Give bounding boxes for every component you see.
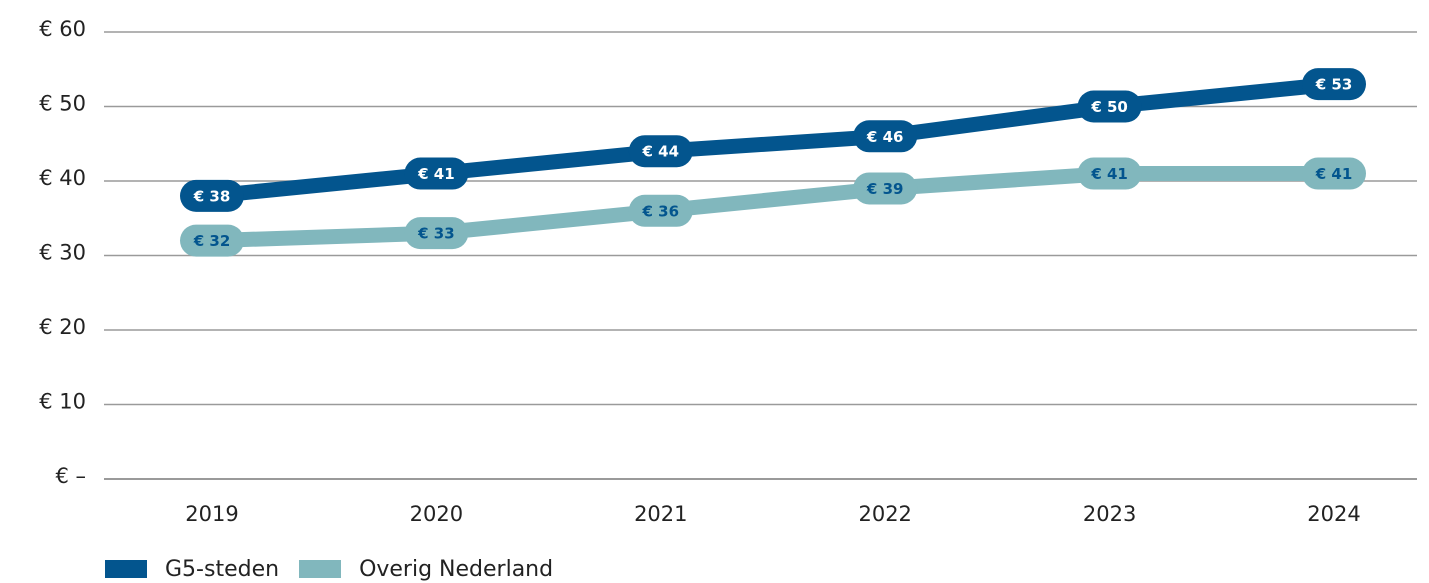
x-tick-label: 2019	[185, 502, 238, 526]
x-tick-label: 2024	[1307, 502, 1360, 526]
data-label-pill	[628, 194, 693, 227]
data-label-overig: € 39	[853, 172, 918, 205]
data-label-text: € 32	[193, 232, 231, 250]
x-tick-label: 2021	[634, 502, 687, 526]
legend-swatch-g5	[105, 560, 147, 578]
y-tick-label: € 20	[39, 315, 86, 339]
x-tick-label: 2020	[410, 502, 463, 526]
legend-item-overig[interactable]: Overig Nederland	[299, 557, 553, 582]
x-axis: 2019 2020 2021 2022 2023 2024	[185, 502, 1360, 526]
series-line-overig	[204, 166, 1342, 249]
series-overig-labels: € 32 € 33 € 36 € 39 € 41 € 41	[180, 157, 1366, 257]
data-label-pill	[853, 172, 918, 205]
x-tick-label: 2022	[858, 502, 911, 526]
data-label-text: € 39	[866, 180, 904, 198]
y-tick-label: € 10	[39, 390, 86, 414]
data-label-pill	[180, 224, 244, 257]
series-lines	[204, 76, 1342, 249]
y-axis: € – € 10 € 20 € 30 € 40 € 50 € 60	[39, 17, 86, 488]
data-label-pill	[1077, 157, 1142, 190]
data-label-overig: € 36	[628, 194, 693, 227]
data-label-pill	[404, 217, 469, 250]
data-label-g5: € 38	[180, 179, 244, 212]
data-label-text: € 41	[1315, 165, 1353, 183]
y-tick-label: € 40	[39, 166, 86, 190]
y-tick-label: € –	[55, 464, 86, 488]
y-tick-label: € 50	[39, 92, 86, 116]
data-label-g5: € 53	[1302, 68, 1366, 101]
data-label-pill	[404, 157, 469, 190]
series-g5-labels: € 38 € 41 € 44 € 46 € 50 € 53	[180, 68, 1366, 212]
legend-label-g5: G5-steden	[165, 556, 280, 582]
data-label-text: € 53	[1315, 76, 1353, 94]
legend: G5-steden Overig Nederland	[105, 556, 573, 582]
data-label-g5: € 50	[1077, 90, 1142, 123]
data-label-pill	[1302, 68, 1366, 101]
data-label-overig: € 32	[180, 224, 244, 257]
x-tick-label: 2023	[1083, 502, 1136, 526]
data-label-pill	[180, 179, 244, 212]
data-label-overig: € 41	[1077, 157, 1142, 190]
data-label-text: € 46	[866, 128, 904, 146]
series-line-g5	[204, 76, 1342, 204]
legend-label-overig: Overig Nederland	[359, 556, 554, 582]
data-label-text: € 33	[417, 225, 455, 243]
data-label-text: € 38	[193, 187, 231, 205]
data-label-text: € 36	[642, 202, 680, 220]
data-label-pill	[853, 120, 918, 153]
data-label-pill	[628, 135, 693, 168]
data-label-g5: € 44	[628, 135, 693, 168]
data-label-text: € 50	[1090, 98, 1128, 116]
legend-item-g5[interactable]: G5-steden	[105, 557, 279, 582]
legend-swatch-overig	[299, 560, 342, 578]
data-label-g5: € 41	[404, 157, 469, 190]
data-label-text: € 41	[1090, 165, 1128, 183]
data-label-text: € 41	[417, 165, 455, 183]
data-label-g5: € 46	[853, 120, 918, 153]
data-label-pill	[1302, 157, 1366, 190]
data-label-overig: € 33	[404, 217, 469, 250]
data-label-text: € 44	[642, 143, 680, 161]
y-tick-label: € 30	[39, 241, 86, 265]
data-label-overig: € 41	[1302, 157, 1366, 190]
y-tick-label: € 60	[39, 17, 86, 41]
data-label-pill	[1077, 90, 1142, 123]
